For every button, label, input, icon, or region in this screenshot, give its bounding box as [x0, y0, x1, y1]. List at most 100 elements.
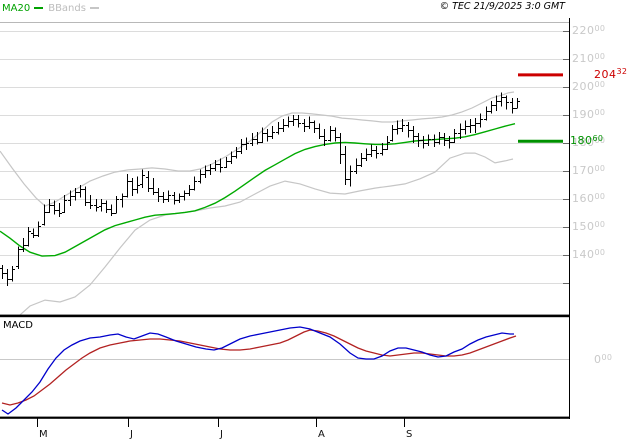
ohlc-bar	[198, 169, 203, 184]
ohlc-bar	[135, 176, 140, 194]
ohlc-bar	[473, 117, 478, 134]
ohlc-bar	[468, 119, 473, 134]
ohlc-bar	[296, 115, 301, 128]
ohlc-bar	[265, 129, 270, 142]
ohlc-bar	[260, 127, 265, 143]
ohlc-bar	[229, 151, 234, 164]
ohlc-bar	[250, 133, 255, 146]
ohlc-bar	[312, 120, 317, 134]
ohlc-bar	[390, 124, 395, 142]
ohlc-bar	[463, 120, 468, 135]
copyright-text: © TEC 21/9/2025 3:0 GMT	[439, 1, 565, 12]
ohlc-bar	[73, 187, 78, 201]
ohlc-bar	[317, 123, 322, 139]
ohlc-bar	[177, 193, 182, 204]
ohlc-bar	[322, 129, 327, 146]
ohlc-bar	[437, 131, 442, 145]
ohlc-bar	[140, 169, 145, 188]
bollinger-lower-line	[19, 152, 514, 316]
ohlc-bar	[338, 133, 343, 164]
ohlc-bar	[374, 145, 379, 159]
ohlc-bar	[359, 152, 364, 167]
price-tick-label: 19000	[572, 107, 606, 122]
ohlc-bar	[302, 119, 307, 132]
ohlc-bar	[218, 158, 223, 173]
ohlc-bar	[109, 204, 114, 216]
ohlc-bar	[442, 133, 447, 146]
level-label: 18060	[570, 133, 604, 148]
price-tick-label: 20000	[572, 79, 606, 94]
ohlc-bar	[484, 106, 489, 121]
ohlc-bar	[239, 138, 244, 155]
ohlc-bar	[125, 173, 130, 198]
ohlc-bar	[385, 136, 390, 150]
ohlc-bar	[406, 122, 411, 138]
ohlc-bar	[307, 116, 312, 129]
macd-zero-label: 000	[594, 352, 613, 367]
bbands-legend-label: BBands	[48, 2, 86, 14]
ohlc-bar	[62, 194, 67, 213]
ohlc-bar	[57, 203, 62, 218]
ohlc-bar	[452, 129, 457, 143]
ohlc-bar	[510, 98, 515, 114]
ohlc-bar	[104, 200, 109, 213]
ohlc-bar	[281, 119, 286, 132]
ohlc-bar	[400, 119, 405, 132]
ohlc-bar	[291, 115, 296, 127]
ohlc-bar	[120, 193, 125, 208]
price-tick-label: 17000	[572, 163, 606, 178]
ohlc-bar	[333, 127, 338, 142]
ohlc-bar	[515, 98, 520, 109]
price-tick-label: 14000	[572, 247, 606, 262]
ohlc-bar	[156, 187, 161, 202]
ohlc-bar	[489, 101, 494, 114]
ohlc-bar	[187, 185, 192, 197]
ohlc-bar	[255, 131, 260, 145]
price-tick-label: 21000	[572, 51, 606, 66]
price-tick-label: 22000	[572, 23, 606, 38]
level-label: 20432	[594, 67, 627, 81]
ohlc-bar	[31, 228, 36, 239]
ohlc-bar	[151, 178, 156, 195]
ohlc-bar	[411, 126, 416, 143]
ohlc-bar	[10, 266, 15, 282]
ohlc-bar	[426, 134, 431, 146]
ohlc-bar	[36, 221, 41, 237]
ohlc-bar	[348, 165, 353, 187]
ohlc-bar	[26, 227, 31, 247]
macd-panel-label: MACD	[3, 320, 33, 331]
legend: MA20 BBands	[2, 1, 104, 15]
ohlc-bar	[192, 176, 197, 191]
ohlc-bar	[5, 269, 10, 286]
ohlc-bar	[21, 238, 26, 253]
ohlc-bar	[213, 159, 218, 171]
ohlc-bar	[458, 123, 463, 139]
ohlc-bar	[447, 136, 452, 149]
ohlc-bar	[432, 134, 437, 148]
price-tick-label: 15000	[572, 219, 606, 234]
ohlc-bar	[416, 133, 421, 148]
ohlc-bar	[369, 144, 374, 157]
ohlc-bar	[478, 113, 483, 128]
ohlc-bar	[146, 171, 151, 192]
macd-line	[1, 326, 514, 415]
ohlc-bar	[244, 137, 249, 150]
ohlc-bar	[224, 157, 229, 169]
ma20-legend-dash	[34, 7, 44, 9]
x-axis-line	[0, 416, 570, 419]
bollinger-upper-line	[0, 91, 515, 207]
month-label: M	[39, 429, 49, 440]
ohlc-bar	[166, 190, 171, 202]
ohlc-bar	[161, 192, 166, 204]
ohlc-bar	[182, 190, 187, 201]
bbands-legend-dash	[89, 7, 99, 9]
macd-signal-line	[1, 329, 517, 406]
ohlc-bar	[0, 264, 5, 279]
month-label: J	[130, 429, 134, 440]
ohlc-bar	[234, 147, 239, 159]
ohlc-bar	[99, 199, 104, 212]
ohlc-bar	[270, 126, 275, 139]
ohlc-bar	[16, 246, 21, 269]
